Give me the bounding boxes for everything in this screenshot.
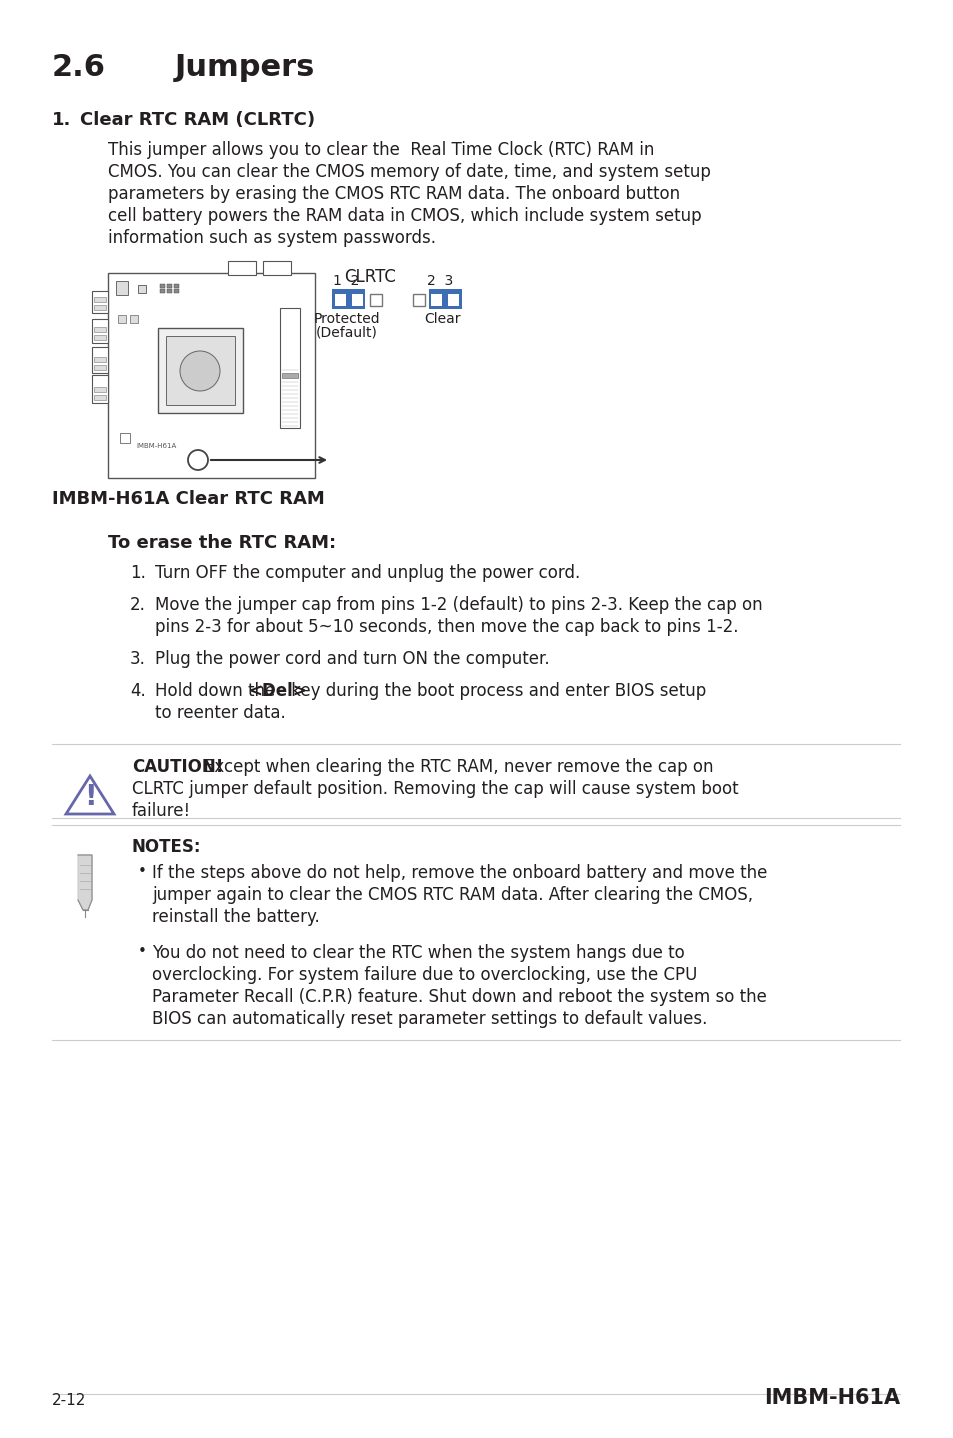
Bar	[166, 336, 234, 406]
Text: failure!: failure!	[132, 802, 191, 820]
Bar	[91, 375, 108, 403]
Bar	[94, 387, 106, 393]
Text: 2.6: 2.6	[52, 53, 106, 82]
Text: IMBM-H61A: IMBM-H61A	[136, 443, 176, 449]
Text: 2.: 2.	[130, 595, 146, 614]
Text: reinstall the battery.: reinstall the battery.	[152, 907, 319, 926]
Text: jumper again to clear the CMOS RTC RAM data. After clearing the CMOS,: jumper again to clear the CMOS RTC RAM d…	[152, 886, 752, 905]
Bar	[158, 328, 243, 413]
Bar	[370, 293, 381, 306]
Bar	[263, 262, 291, 275]
Text: CLRTC: CLRTC	[344, 267, 395, 286]
Bar	[94, 298, 106, 302]
Text: (Default): (Default)	[315, 326, 377, 339]
Bar	[91, 347, 108, 372]
Text: Move the jumper cap from pins 1-2 (default) to pins 2-3. Keep the cap on: Move the jumper cap from pins 1-2 (defau…	[154, 595, 761, 614]
Bar	[94, 365, 106, 370]
Circle shape	[188, 450, 208, 470]
Bar	[228, 262, 255, 275]
Bar	[91, 290, 108, 313]
Text: <Del>: <Del>	[249, 682, 307, 700]
Text: NOTES:: NOTES:	[132, 838, 201, 856]
Text: IMBM-H61A Clear RTC RAM: IMBM-H61A Clear RTC RAM	[52, 490, 324, 508]
Bar	[280, 308, 299, 429]
Bar	[108, 273, 314, 477]
Text: To erase the RTC RAM:: To erase the RTC RAM:	[108, 533, 335, 552]
Bar	[429, 289, 461, 309]
Text: Plug the power cord and turn ON the computer.: Plug the power cord and turn ON the comp…	[154, 650, 549, 669]
Polygon shape	[66, 777, 113, 814]
Bar	[335, 293, 346, 306]
Text: IMBM-H61A: IMBM-H61A	[763, 1388, 899, 1408]
Text: 1.: 1.	[52, 111, 71, 129]
Bar	[118, 315, 126, 324]
Text: 4.: 4.	[130, 682, 146, 700]
Bar	[173, 283, 179, 288]
Text: Turn OFF the computer and unplug the power cord.: Turn OFF the computer and unplug the pow…	[154, 564, 579, 582]
Bar	[448, 293, 458, 306]
Bar	[352, 293, 363, 306]
Text: •: •	[138, 943, 147, 959]
Text: CMOS. You can clear the CMOS memory of date, time, and system setup: CMOS. You can clear the CMOS memory of d…	[108, 162, 710, 181]
Bar	[167, 289, 172, 293]
Text: If the steps above do not help, remove the onboard battery and move the: If the steps above do not help, remove t…	[152, 864, 766, 881]
Text: Clear RTC RAM (CLRTC): Clear RTC RAM (CLRTC)	[80, 111, 314, 129]
Text: 1  2: 1 2	[333, 275, 359, 288]
Bar	[431, 293, 441, 306]
Text: overclocking. For system failure due to overclocking, use the CPU: overclocking. For system failure due to …	[152, 966, 697, 984]
Bar	[94, 395, 106, 400]
Bar	[94, 305, 106, 311]
Bar	[94, 335, 106, 339]
Text: 2-12: 2-12	[52, 1393, 87, 1408]
Text: pins 2-3 for about 5~10 seconds, then move the cap back to pins 1-2.: pins 2-3 for about 5~10 seconds, then mo…	[154, 618, 738, 636]
Text: Clear: Clear	[424, 312, 460, 326]
Bar	[94, 357, 106, 362]
Text: 2  3: 2 3	[427, 275, 453, 288]
Bar	[332, 289, 365, 309]
Text: Hold down the: Hold down the	[154, 682, 280, 700]
Bar	[160, 283, 165, 288]
Text: Protected: Protected	[314, 312, 380, 326]
Circle shape	[180, 351, 220, 391]
Polygon shape	[78, 856, 91, 910]
Text: BIOS can automatically reset parameter settings to default values.: BIOS can automatically reset parameter s…	[152, 1009, 706, 1028]
Text: This jumper allows you to clear the  Real Time Clock (RTC) RAM in: This jumper allows you to clear the Real…	[108, 141, 654, 160]
Bar	[282, 372, 297, 378]
Text: •: •	[138, 864, 147, 879]
Bar	[138, 285, 146, 293]
Text: CAUTION!: CAUTION!	[132, 758, 223, 777]
Text: CLRTC jumper default position. Removing the cap will cause system boot: CLRTC jumper default position. Removing …	[132, 779, 738, 798]
Bar	[120, 433, 130, 443]
Bar	[167, 283, 172, 288]
Text: Except when clearing the RTC RAM, never remove the cap on: Except when clearing the RTC RAM, never …	[204, 758, 713, 777]
Text: information such as system passwords.: information such as system passwords.	[108, 229, 436, 247]
Bar	[160, 289, 165, 293]
Bar	[130, 315, 138, 324]
Text: cell battery powers the RAM data in CMOS, which include system setup: cell battery powers the RAM data in CMOS…	[108, 207, 700, 224]
Bar	[173, 289, 179, 293]
Text: key during the boot process and enter BIOS setup: key during the boot process and enter BI…	[286, 682, 705, 700]
Bar	[94, 326, 106, 332]
Bar	[91, 319, 108, 344]
Text: Jumpers: Jumpers	[174, 53, 315, 82]
Text: 3.: 3.	[130, 650, 146, 669]
Bar	[413, 293, 424, 306]
Text: Parameter Recall (C.P.R) feature. Shut down and reboot the system so the: Parameter Recall (C.P.R) feature. Shut d…	[152, 988, 766, 1007]
Text: to reenter data.: to reenter data.	[154, 705, 286, 722]
Text: parameters by erasing the CMOS RTC RAM data. The onboard button: parameters by erasing the CMOS RTC RAM d…	[108, 186, 679, 203]
Text: You do not need to clear the RTC when the system hangs due to: You do not need to clear the RTC when th…	[152, 943, 684, 962]
Text: !: !	[84, 784, 96, 811]
Text: 1.: 1.	[130, 564, 146, 582]
Bar	[116, 280, 128, 295]
